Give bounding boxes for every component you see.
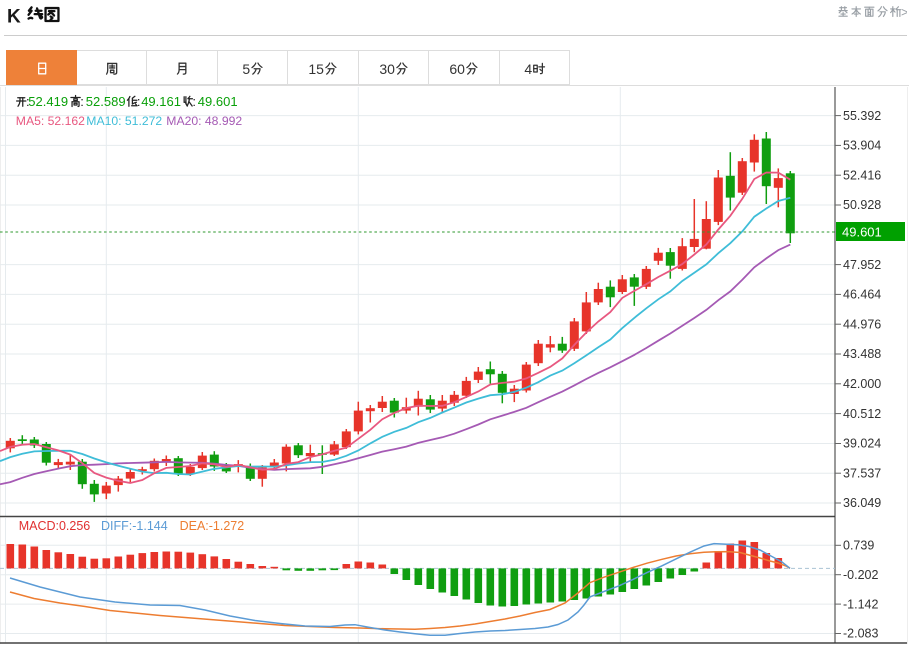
svg-text:MA10: 51.272: MA10: 51.272: [86, 114, 162, 128]
svg-text:60: 60: [449, 61, 465, 77]
svg-text:MACD:0.256: MACD:0.256: [19, 519, 91, 533]
svg-text:52.419: 52.419: [28, 94, 68, 109]
svg-text:50.928: 50.928: [843, 198, 881, 212]
svg-text:37.537: 37.537: [843, 466, 881, 480]
svg-text:52.416: 52.416: [843, 168, 881, 182]
svg-text:5: 5: [242, 61, 250, 77]
svg-text:36.049: 36.049: [843, 496, 881, 510]
svg-text:4: 4: [524, 61, 532, 77]
svg-text::: :: [80, 94, 84, 109]
svg-text::: :: [192, 94, 196, 109]
svg-text:>: >: [901, 6, 907, 20]
svg-text:52.589: 52.589: [86, 94, 126, 109]
svg-text:-2.083: -2.083: [843, 627, 878, 641]
svg-text:47.952: 47.952: [843, 258, 881, 272]
svg-text:15: 15: [308, 61, 324, 77]
svg-text:55.392: 55.392: [843, 109, 881, 123]
svg-text:49.601: 49.601: [842, 225, 882, 240]
svg-text::: :: [26, 94, 30, 109]
svg-text:46.464: 46.464: [843, 288, 881, 302]
svg-text:44.976: 44.976: [843, 317, 881, 331]
svg-text:MA20: 48.992: MA20: 48.992: [166, 114, 242, 128]
svg-text:-0.202: -0.202: [843, 568, 878, 582]
svg-text:K: K: [7, 7, 21, 28]
svg-text:49.161: 49.161: [141, 94, 181, 109]
svg-text:MA5: 52.162: MA5: 52.162: [16, 114, 85, 128]
svg-text:30: 30: [379, 61, 395, 77]
svg-text:40.512: 40.512: [843, 407, 881, 421]
svg-text:39.024: 39.024: [843, 437, 881, 451]
svg-text:49.601: 49.601: [198, 94, 238, 109]
svg-text:DEA:-1.272: DEA:-1.272: [180, 519, 245, 533]
svg-text:42.000: 42.000: [843, 377, 881, 391]
svg-text::: :: [137, 94, 141, 109]
svg-text:43.488: 43.488: [843, 347, 881, 361]
svg-text:DIFF:-1.144: DIFF:-1.144: [101, 519, 168, 533]
svg-text:-1.142: -1.142: [843, 597, 878, 611]
svg-text:0.739: 0.739: [843, 539, 874, 553]
svg-text:53.904: 53.904: [843, 139, 881, 153]
